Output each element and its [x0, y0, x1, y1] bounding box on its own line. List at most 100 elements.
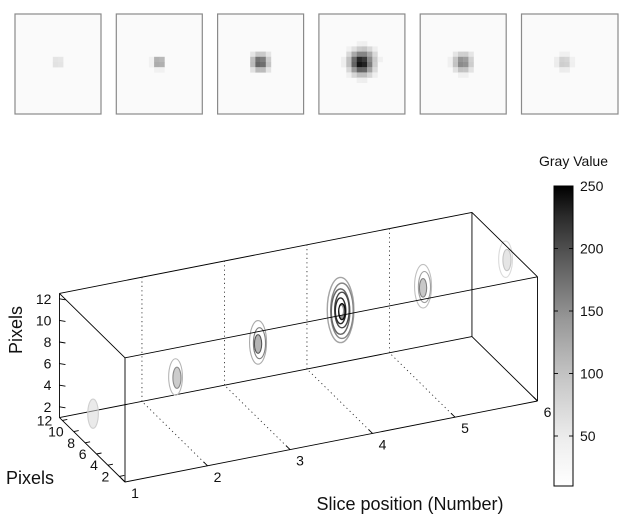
thumbnail-pixel: [58, 62, 64, 68]
y-tick-label: 8: [67, 435, 75, 451]
thumbnail-pixel: [260, 51, 266, 57]
thumbnail-5: [419, 13, 507, 115]
x-tick-label: 3: [296, 453, 304, 469]
thumbnail-pixel: [564, 56, 570, 63]
thumbnail-pixel: [159, 67, 165, 73]
thumbnail-pixel: [372, 67, 378, 73]
z-tick-mark: [59, 341, 66, 344]
y-tick-label: 2: [102, 468, 110, 484]
box-edge: [124, 276, 538, 359]
thumbnail-pixel: [452, 51, 459, 57]
thumbnail-pixel: [265, 51, 272, 57]
colorbar-tick-label: 50: [580, 428, 596, 444]
z-axis-ticks: 2 4 6 8 10 12: [36, 291, 66, 415]
x-tick-mark: [203, 461, 208, 467]
z-tick-label: 4: [44, 377, 52, 393]
y-tick-mark: [85, 441, 91, 444]
thumbnail-pixel: [361, 67, 368, 73]
x-tick-mark: [450, 412, 456, 418]
thumbnail-pixel: [564, 62, 570, 68]
contour-ring: [172, 366, 182, 389]
box-edge: [471, 336, 538, 402]
z-tick-mark: [59, 406, 66, 409]
contour-peak: [339, 305, 343, 316]
thumbnail-2: [115, 13, 203, 115]
y-tick-label: 6: [79, 446, 87, 462]
x-tick-mark: [533, 396, 538, 402]
thumbnail-pixel: [559, 67, 565, 73]
thumbnail-pixel: [346, 67, 352, 73]
slice-guide-floor: [389, 352, 456, 418]
box-edge: [59, 211, 473, 294]
slice-guide-floor: [224, 384, 291, 450]
thumbnail-pixel: [255, 51, 261, 57]
thumbnail-pixel: [361, 56, 368, 63]
thumbnail-pixel: [346, 62, 352, 68]
colorbar-tick-label: 150: [580, 303, 604, 319]
thumbnail-pixel: [458, 62, 464, 68]
thumbnail-pixel: [468, 56, 474, 63]
thumbnail-pixel: [372, 72, 378, 78]
thumbnail-pixel: [341, 56, 347, 63]
thumbnail-pixel: [447, 62, 453, 68]
y-tick-mark: [96, 452, 102, 455]
thumbnail-pixel: [346, 56, 352, 63]
x-axis-ticks: 1 2 3 4 5 6: [120, 396, 552, 501]
z-tick-label: 12: [36, 291, 52, 307]
y-axis-label: Pixels: [6, 468, 54, 488]
thumbnail-pixel: [351, 62, 357, 68]
thumbnail-pixel: [458, 67, 464, 73]
thumbnail-pixel: [463, 62, 469, 68]
contour-ring: [418, 278, 428, 298]
thumbnail-pixel: [159, 56, 165, 63]
thumbnail-pixel: [255, 56, 261, 63]
contour-ring: [413, 263, 433, 309]
x-tick-label: 2: [214, 469, 222, 485]
thumbnail-pixel: [255, 67, 261, 73]
blob-slice-3: [248, 320, 268, 365]
thumbnail-pixel: [356, 62, 363, 68]
thumbnail-pixel: [367, 67, 373, 73]
thumbnail-pixel: [250, 56, 256, 63]
thumbnail-pixel: [463, 56, 469, 63]
colorbar-title: Gray Value: [539, 153, 608, 169]
thumbnail-pixel: [367, 72, 373, 78]
thumbnail-pixel: [250, 62, 256, 68]
z-tick-mark: [59, 363, 66, 366]
x-tick-mark: [285, 445, 291, 450]
thumbnail-pixel: [356, 46, 363, 52]
thumbnail-pixel: [361, 77, 368, 83]
thumbnail-pixel: [372, 46, 378, 52]
thumbnail-pixel: [52, 62, 59, 68]
thumbnail-pixel: [255, 62, 261, 68]
blob-slice-1: [87, 398, 99, 429]
thumbnail-pixel: [346, 72, 352, 78]
x-tick-label: 6: [544, 404, 552, 420]
thumbnail-pixel: [265, 56, 272, 63]
contour-ring: [248, 320, 268, 365]
colorbar-ticks: 50 100 150 200 250: [554, 178, 604, 444]
thumbnail-pixel: [367, 51, 373, 57]
thumbnail-pixel: [159, 62, 165, 68]
thumbnail-pixel: [559, 51, 565, 57]
thumbnail-pixel: [351, 51, 357, 57]
box-edge: [471, 212, 538, 278]
thumbnail-pixel: [372, 51, 378, 57]
thumbnail-pixel: [351, 67, 357, 73]
thumbnail-pixel: [148, 62, 155, 68]
thumbnail-pixel: [52, 56, 59, 63]
contour-ring: [87, 398, 99, 429]
thumbnail-pixel: [351, 56, 357, 63]
slice-guide-floor: [141, 401, 208, 467]
contour-ring: [417, 270, 432, 304]
slice-guides: [141, 228, 456, 467]
contour-ring: [253, 334, 263, 354]
thumbnail-pixel: [265, 67, 272, 73]
z-axis-label: Pixels: [6, 306, 26, 354]
thumbnail-pixel: [356, 51, 363, 57]
thumbnail-pixel: [341, 62, 347, 68]
contour-blobs: [87, 240, 513, 429]
x-tick-mark: [368, 429, 373, 434]
thumbnail-pixel: [356, 72, 363, 78]
